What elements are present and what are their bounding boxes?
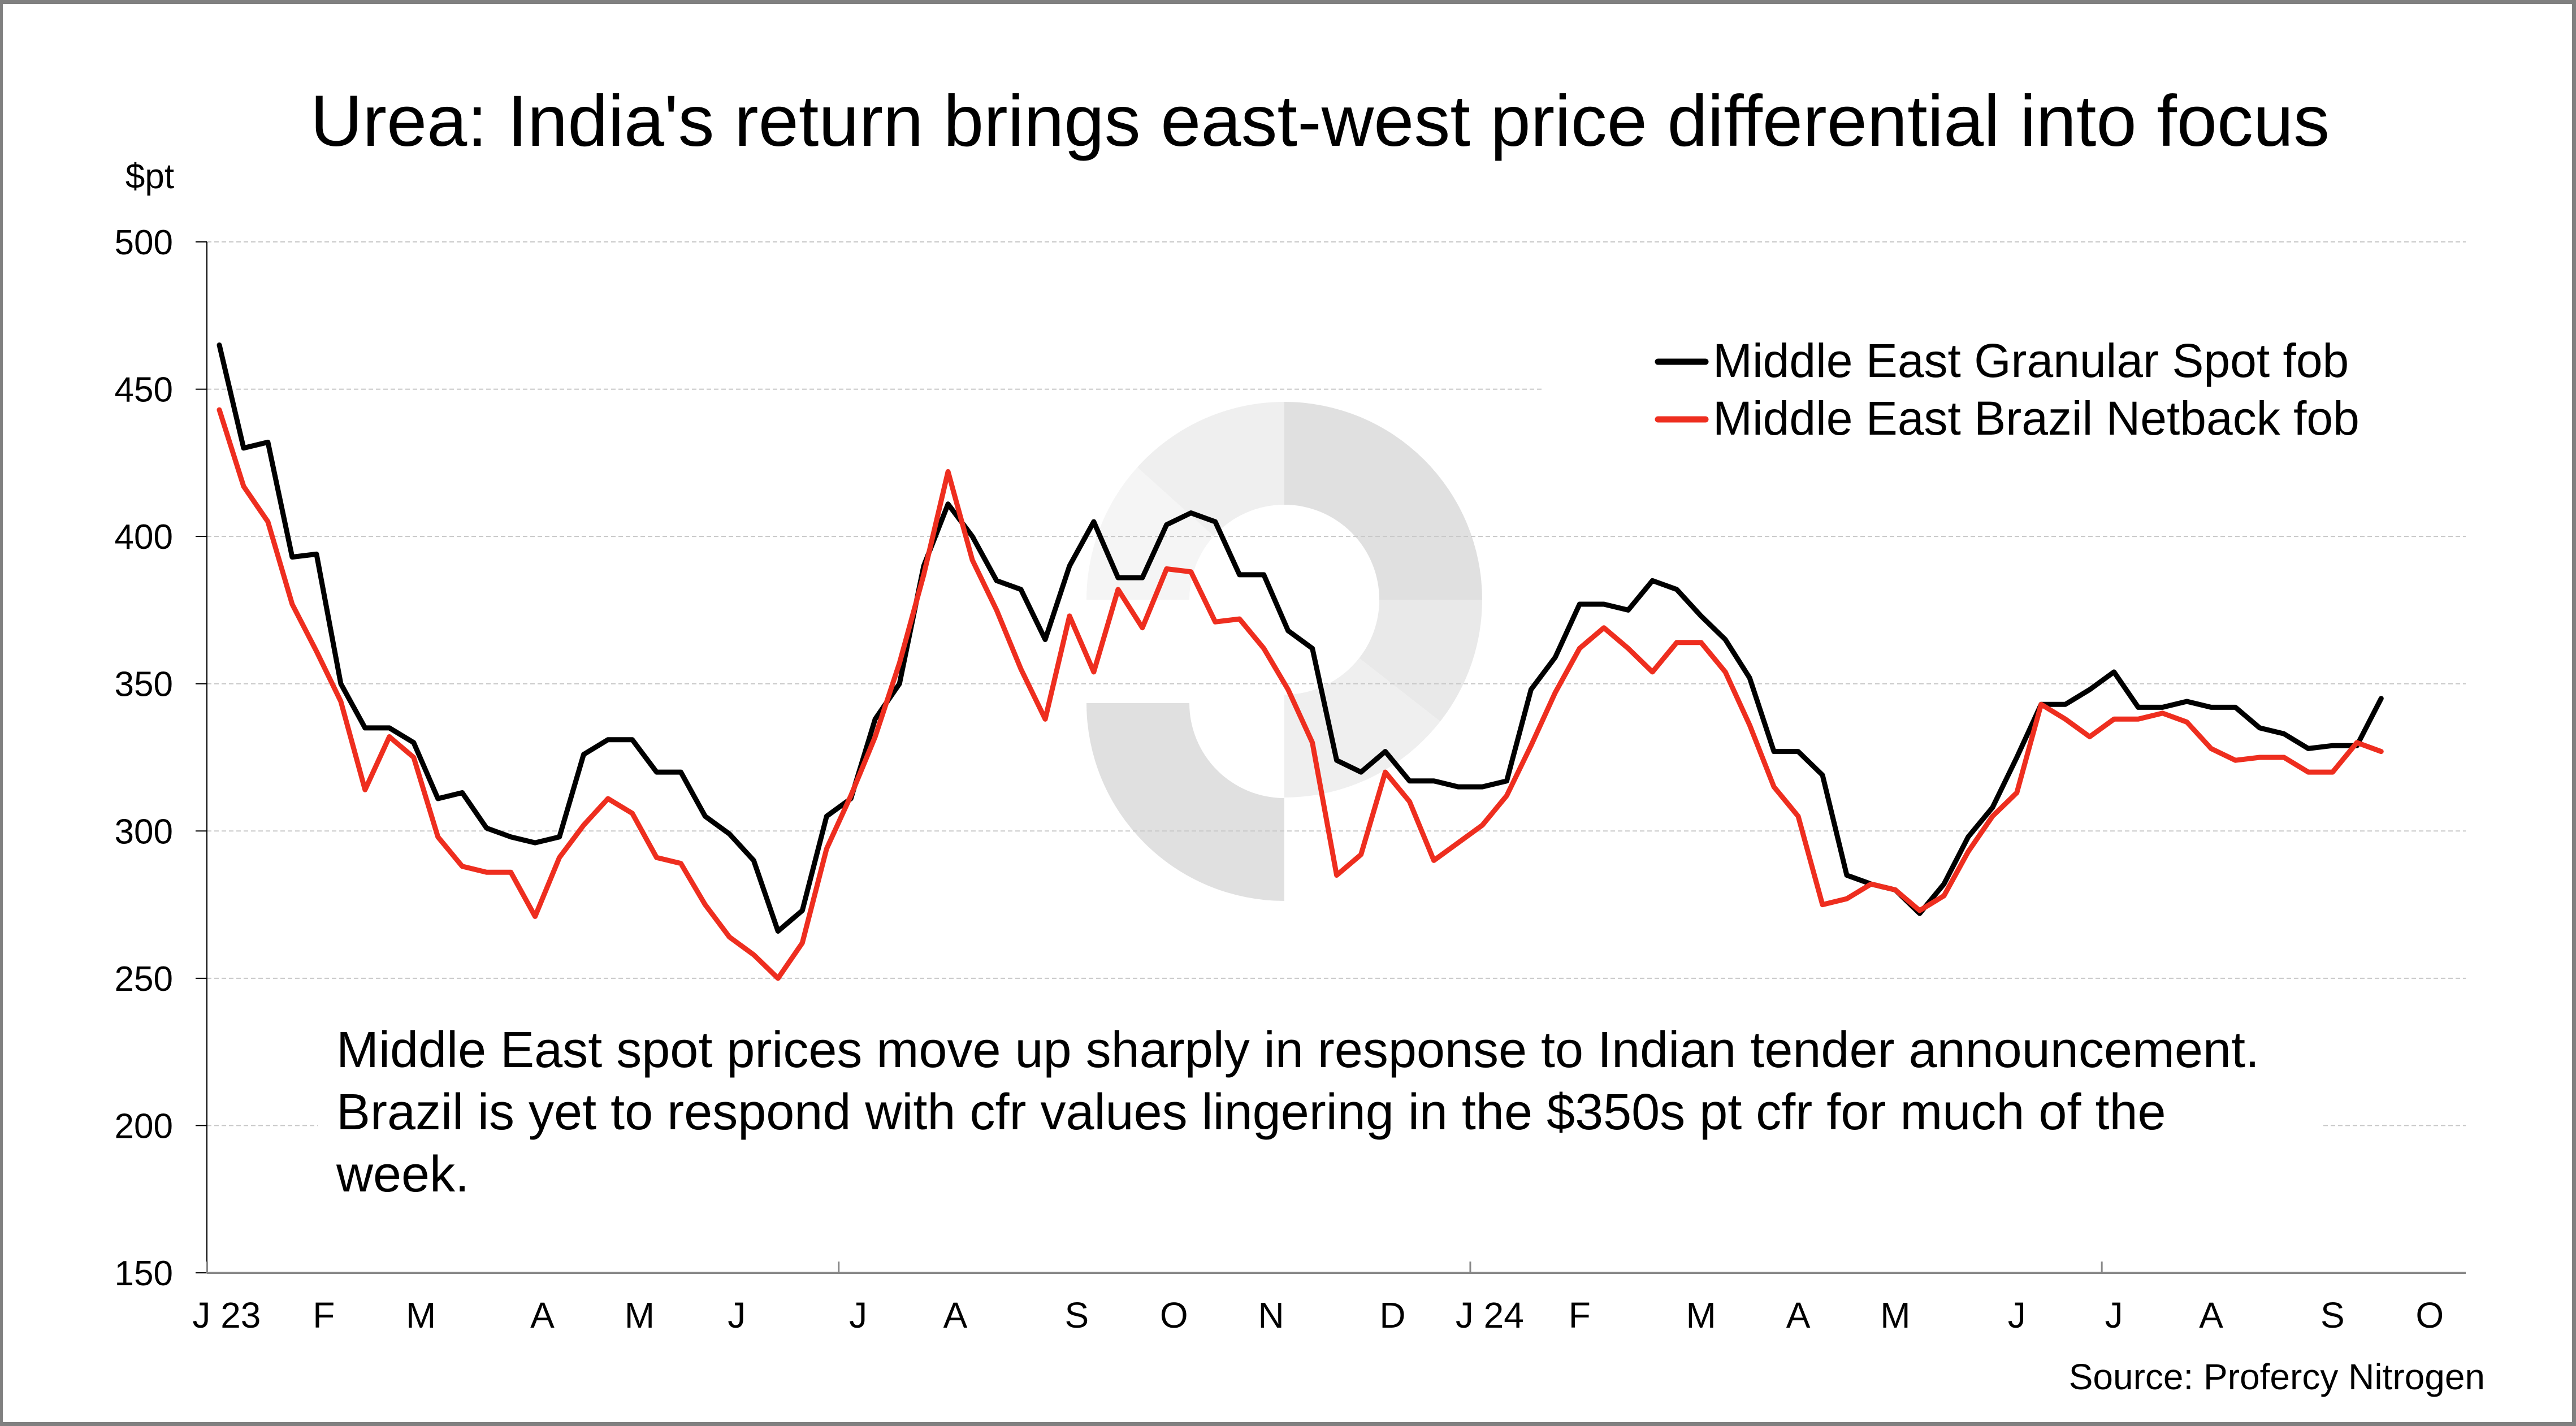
x-tick-label: J <box>2105 1295 2123 1336</box>
legend-item: Middle East Brazil Netback fob <box>1655 392 2359 445</box>
x-tick-label: M <box>625 1295 655 1336</box>
annotation: Middle East spot prices move up sharply … <box>336 1022 2259 1203</box>
legend-item: Middle East Granular Spot fob <box>1655 334 2349 387</box>
x-tick-label: D <box>1379 1295 1405 1336</box>
logo-segment-top-left <box>1137 402 1284 536</box>
x-tick-label: S <box>2320 1295 2345 1336</box>
x-tick-label: A <box>2199 1295 2223 1336</box>
legend: Middle East Granular Spot fob Middle Eas… <box>1655 334 2359 445</box>
annotation-box <box>318 1012 2322 1210</box>
x-tick-label: F <box>313 1295 335 1336</box>
x-tick-label: J 23 <box>192 1295 261 1336</box>
x-tick-label: O <box>2415 1295 2444 1336</box>
legend-box <box>1543 339 2470 452</box>
x-tick-label: J <box>2008 1295 2026 1336</box>
annotation-line: week. <box>336 1146 469 1203</box>
x-tick-label: A <box>1786 1295 1811 1336</box>
y-tick-label: 350 <box>115 665 173 704</box>
y-tick-label: 300 <box>115 812 173 851</box>
x-tick-label: J 24 <box>1456 1295 1524 1336</box>
annotation-line: Middle East spot prices move up sharply … <box>336 1022 2259 1078</box>
x-tick-label: A <box>943 1295 968 1336</box>
series-group <box>217 342 2384 981</box>
logo-segment-top-right <box>1284 402 1482 600</box>
x-tick-label: A <box>530 1295 555 1336</box>
x-tick-label: S <box>1064 1295 1089 1336</box>
y-tick-label: 500 <box>115 223 173 262</box>
x-tick-label: M <box>406 1295 436 1336</box>
y-axis-label: $pt <box>125 157 174 196</box>
profercy-logo-watermark <box>1086 402 1482 901</box>
y-tick-label: 200 <box>115 1107 173 1146</box>
x-tick-label: J <box>728 1295 746 1336</box>
y-tick-label: 150 <box>115 1254 173 1293</box>
source-label: Source: Profercy Nitrogen <box>2069 1356 2485 1397</box>
x-tick-label: N <box>1258 1295 1284 1336</box>
y-tick-label: 400 <box>115 518 173 557</box>
x-tick-label: O <box>1160 1295 1188 1336</box>
y-tick-label: 250 <box>115 960 173 999</box>
y-tick-label: 450 <box>115 371 173 410</box>
x-axis-ticks: J 23 F M A M J J A S O N D J 24 F M A M J J A S O <box>192 1262 2444 1336</box>
logo-segment-right <box>1359 600 1482 722</box>
annotation-line: Brazil is yet to respond with cfr values… <box>336 1084 2166 1141</box>
logo-segment-bottom-left <box>1086 703 1284 901</box>
chart-title: Urea: India's return brings east-west pr… <box>310 81 2330 162</box>
x-tick-label: M <box>1880 1295 1910 1336</box>
x-tick-label: M <box>1686 1295 1716 1336</box>
y-axis-ticks: 150 200 250 300 350 400 450 500 <box>115 223 207 1293</box>
series-line-brazil-netback <box>217 407 2384 981</box>
legend-label-granular: Middle East Granular Spot fob <box>1713 334 2349 387</box>
series-line-granular-spot <box>217 342 2384 934</box>
logo-segment-left <box>1086 467 1214 600</box>
legend-label-netback: Middle East Brazil Netback fob <box>1713 392 2359 445</box>
x-tick-label: F <box>1569 1295 1591 1336</box>
x-tick-label: J <box>849 1295 867 1336</box>
